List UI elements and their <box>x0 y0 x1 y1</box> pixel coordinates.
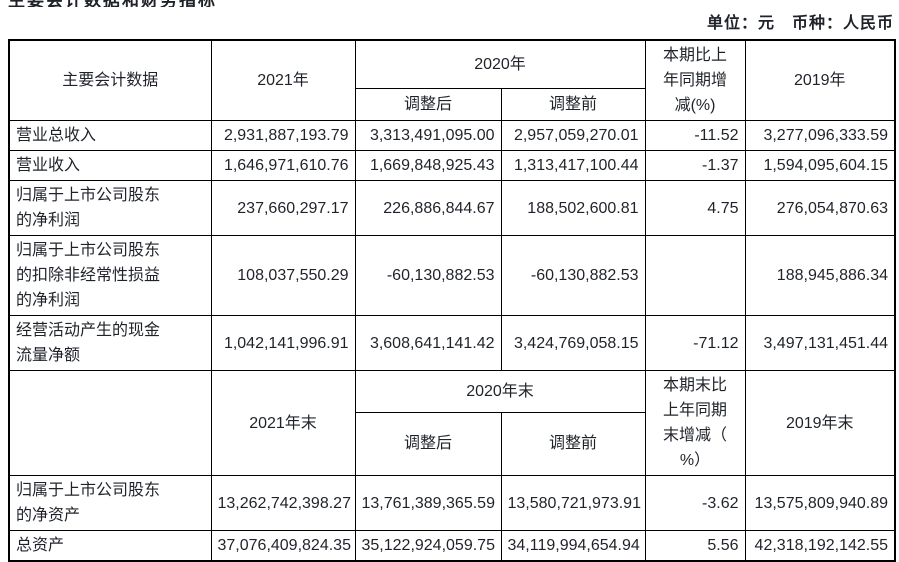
value-2021: 37,076,409,824.35 <box>210 530 356 562</box>
value-2020-before: 13,580,721,973.91 <box>500 475 646 531</box>
value-change-pct: -11.52 <box>644 120 746 151</box>
value-change-pct: -1.37 <box>644 150 746 181</box>
value-2021: 2,931,887,193.79 <box>210 120 356 151</box>
value-change-pct: -71.12 <box>644 315 746 371</box>
table-row-total-operating-revenue: 营业总收入 2,931,887,193.79 3,313,491,095.00 … <box>8 120 896 151</box>
table-row-total-assets: 总资产 37,076,409,824.35 35,122,924,059.75 … <box>8 530 896 562</box>
value-2020-adjusted: 226,886,844.67 <box>354 180 502 236</box>
value-2020-adjusted: 13,761,389,365.59 <box>354 475 502 531</box>
value-2020-before: 3,424,769,058.15 <box>500 315 646 371</box>
header-yoy-change: 本期比上 年同期增 减(%) <box>644 39 746 121</box>
row-label: 营业总收入 <box>8 120 212 151</box>
value-2021: 1,646,971,610.76 <box>210 150 356 181</box>
header-2020-before-adjust: 调整前 <box>500 88 646 121</box>
value-2020-before: 1,313,417,100.44 <box>500 150 646 181</box>
value-2019: 188,945,886.34 <box>744 235 896 316</box>
row-label: 经营活动产生的现金 流量净额 <box>8 315 212 371</box>
table-row-operating-revenue: 营业收入 1,646,971,610.76 1,669,848,925.43 1… <box>8 150 896 181</box>
row-label: 归属于上市公司股东 的扣除非经常性损益 的净利润 <box>8 235 212 316</box>
value-change-pct: 5.56 <box>644 530 746 562</box>
row-label: 营业收入 <box>8 150 212 181</box>
value-2020-adjusted: 3,313,491,095.00 <box>354 120 502 151</box>
header-year-2020: 2020年 <box>354 39 646 90</box>
header-yearend-2020-before: 调整前 <box>500 411 646 477</box>
header-yearend-2020: 2020年末 <box>354 370 646 413</box>
value-2021: 108,037,550.29 <box>210 235 356 316</box>
table-row-net-assets-attributable: 归属于上市公司股东 的净资产 13,262,742,398.27 13,761,… <box>8 475 896 531</box>
value-2020-before: 2,957,059,270.01 <box>500 120 646 151</box>
header-year-2019: 2019年 <box>744 39 896 121</box>
value-change-pct: 4.75 <box>644 180 746 236</box>
value-2020-before: 34,119,994,654.94 <box>500 530 646 562</box>
header-blank-cell <box>8 370 212 476</box>
header-yearend-change: 本期末比 上年同期 末增减（ %） <box>644 370 746 476</box>
value-2019: 13,575,809,940.89 <box>744 475 896 531</box>
header-main-metrics: 主要会计数据 <box>8 39 212 121</box>
key-accounting-data-table: 主要会计数据 2021年 2020年 本期比上 年同期增 减(%) 2019年 … <box>8 39 897 562</box>
value-2021: 13,262,742,398.27 <box>210 475 356 531</box>
header-yearend-2021: 2021年末 <box>210 370 356 476</box>
value-2019: 276,054,870.63 <box>744 180 896 236</box>
value-2019: 3,277,096,333.59 <box>744 120 896 151</box>
row-label: 归属于上市公司股东 的净资产 <box>8 475 212 531</box>
table-row-net-profit-attributable: 归属于上市公司股东 的净利润 237,660,297.17 226,886,84… <box>8 180 896 236</box>
value-2020-adjusted: 1,669,848,925.43 <box>354 150 502 181</box>
value-2019: 3,497,131,451.44 <box>744 315 896 371</box>
header-yearend-2019: 2019年末 <box>744 370 896 476</box>
value-2020-adjusted: -60,130,882.53 <box>354 235 502 316</box>
value-2020-adjusted: 35,122,924,059.75 <box>354 530 502 562</box>
value-2019: 42,318,192,142.55 <box>744 530 896 562</box>
currency-unit-note: 单位：元 币种：人民币 <box>706 15 894 32</box>
header-yearend-2020-adjusted: 调整后 <box>354 411 502 477</box>
value-change-pct <box>644 235 746 316</box>
value-2021: 1,042,141,996.91 <box>210 315 356 371</box>
value-change-pct: -3.62 <box>644 475 746 531</box>
clipped-section-title: 主要会计数据和财务指标 <box>8 0 308 7</box>
row-label: 总资产 <box>8 530 212 562</box>
value-2020-before: -60,130,882.53 <box>500 235 646 316</box>
clipped-section-title-text: 主要会计数据和财务指标 <box>8 0 308 7</box>
value-2020-adjusted: 3,608,641,141.42 <box>354 315 502 371</box>
header-2020-adjusted: 调整后 <box>354 88 502 121</box>
value-2021: 237,660,297.17 <box>210 180 356 236</box>
value-2020-before: 188,502,600.81 <box>500 180 646 236</box>
row-label: 归属于上市公司股东 的净利润 <box>8 180 212 236</box>
table-row-operating-cash-flow: 经营活动产生的现金 流量净额 1,042,141,996.91 3,608,64… <box>8 315 896 371</box>
value-2019: 1,594,095,604.15 <box>744 150 896 181</box>
table-row-net-profit-excl-nonrecurring: 归属于上市公司股东 的扣除非经常性损益 的净利润 108,037,550.29 … <box>8 235 896 316</box>
header-year-2021: 2021年 <box>210 39 356 121</box>
